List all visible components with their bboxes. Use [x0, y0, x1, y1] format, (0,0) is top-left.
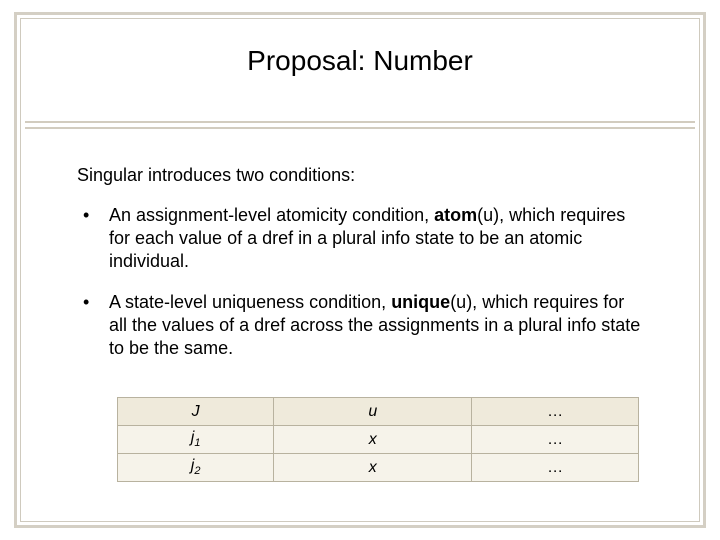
bullet-item: An assignment-level atomicity condition,… [105, 204, 643, 273]
table-cell-label: j1 [118, 426, 274, 454]
divider-line-top [25, 121, 695, 123]
data-table: J u … j1 x … j2 x … [117, 397, 639, 482]
intro-text: Singular introduces two conditions: [77, 165, 643, 186]
slide-title: Proposal: Number [17, 45, 703, 77]
bullet-bold: unique [391, 292, 450, 312]
bullet-list: An assignment-level atomicity condition,… [77, 204, 643, 360]
table-row: j1 x … [118, 426, 639, 454]
divider-line-bottom [25, 127, 695, 129]
row-label-sub: 1 [194, 438, 200, 450]
table-header-row: J u … [118, 398, 639, 426]
table-cell: x [274, 454, 472, 482]
table-cell-label: j2 [118, 454, 274, 482]
bullet-bold: atom [434, 205, 477, 225]
row-label-sub: 2 [194, 466, 200, 478]
bullet-pre: An assignment-level atomicity condition, [109, 205, 434, 225]
table-header-cell: u [274, 398, 472, 426]
data-table-wrap: J u … j1 x … j2 x … [117, 397, 639, 482]
table-cell: x [274, 426, 472, 454]
table-row: j2 x … [118, 454, 639, 482]
table-cell: … [472, 426, 639, 454]
outer-frame: Proposal: Number Singular introduces two… [14, 12, 706, 528]
table-cell: … [472, 454, 639, 482]
content-area: Singular introduces two conditions: An a… [77, 165, 643, 378]
table-header-cell: … [472, 398, 639, 426]
bullet-item: A state-level uniqueness condition, uniq… [105, 291, 643, 360]
bullet-pre: A state-level uniqueness condition, [109, 292, 391, 312]
table-header-cell: J [118, 398, 274, 426]
